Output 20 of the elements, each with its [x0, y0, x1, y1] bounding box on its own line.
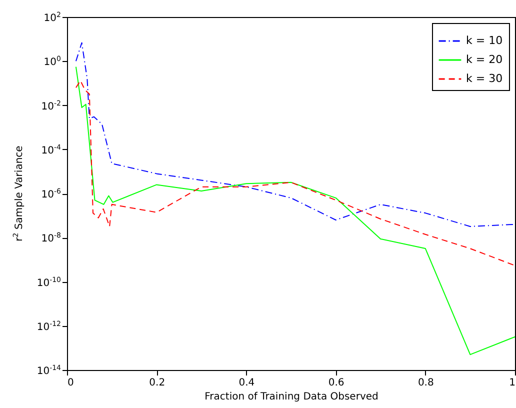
y-tick-label: 10$^{0}$	[44, 55, 61, 68]
y-tick-label: 10$^{2}$	[44, 11, 61, 24]
y-tick-label: 10$^{-10}$	[36, 276, 61, 289]
y-tick-label: 10$^{-12}$	[36, 320, 61, 333]
x-tick-label: 0.6	[328, 378, 344, 388]
x-tick-label: 0.4	[238, 378, 255, 388]
x-tick-label: 0.8	[418, 378, 434, 388]
x-tick-label: 1	[509, 378, 516, 388]
y-tick-label: 10$^{-2}$	[41, 99, 61, 112]
y-tick-label: 10$^{-4}$	[41, 143, 62, 156]
x-tick-label: 0.2	[149, 378, 166, 388]
x-tick-label: 0	[68, 378, 74, 388]
legend-label: k = 10	[466, 34, 503, 47]
line-series	[75, 66, 515, 356]
y-tick-label: 10$^{-8}$	[41, 232, 61, 245]
y-tick-label: 10$^{-14}$	[36, 364, 62, 377]
legend-label: k = 30	[466, 72, 503, 85]
legend-label: k = 20	[466, 53, 503, 66]
x-axis-title: Fraction of Training Data Observed	[204, 392, 378, 402]
y-tick-label: 10$^{-6}$	[41, 188, 62, 200]
